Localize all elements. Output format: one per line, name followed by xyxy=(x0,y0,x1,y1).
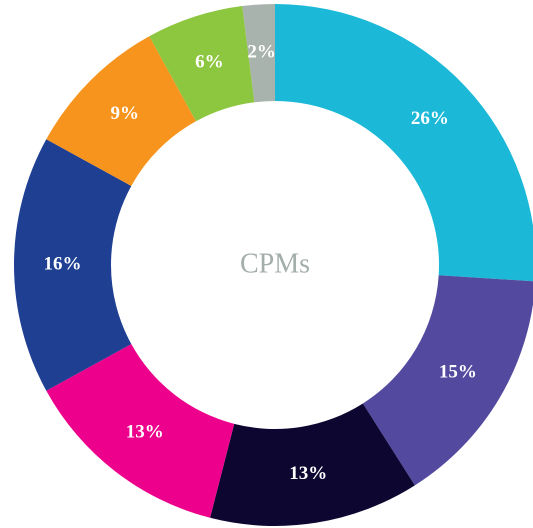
donut-slice xyxy=(275,4,533,282)
value-label: 13% xyxy=(126,421,164,442)
donut-slice xyxy=(362,275,533,486)
value-label: 2% xyxy=(247,41,276,62)
donut-slice xyxy=(149,6,255,122)
donut-slice xyxy=(46,344,235,518)
donut-slice xyxy=(13,139,132,391)
value-label: 16% xyxy=(44,253,82,274)
value-label: 6% xyxy=(195,51,224,72)
donut-slice xyxy=(46,36,196,186)
value-label: 9% xyxy=(110,103,139,124)
value-label: 13% xyxy=(289,463,327,484)
donut-slice xyxy=(242,4,275,103)
value-label: 15% xyxy=(439,362,477,383)
center-label: CPMs xyxy=(240,248,310,279)
value-label: 26% xyxy=(411,108,449,129)
donut-slice xyxy=(210,403,415,526)
